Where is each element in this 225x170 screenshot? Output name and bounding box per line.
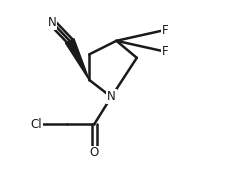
Text: N: N xyxy=(47,16,56,29)
Text: Cl: Cl xyxy=(31,118,42,131)
Text: F: F xyxy=(162,24,168,37)
Text: N: N xyxy=(106,90,115,103)
Text: O: O xyxy=(89,147,99,159)
Polygon shape xyxy=(65,39,89,80)
Text: F: F xyxy=(162,45,168,57)
